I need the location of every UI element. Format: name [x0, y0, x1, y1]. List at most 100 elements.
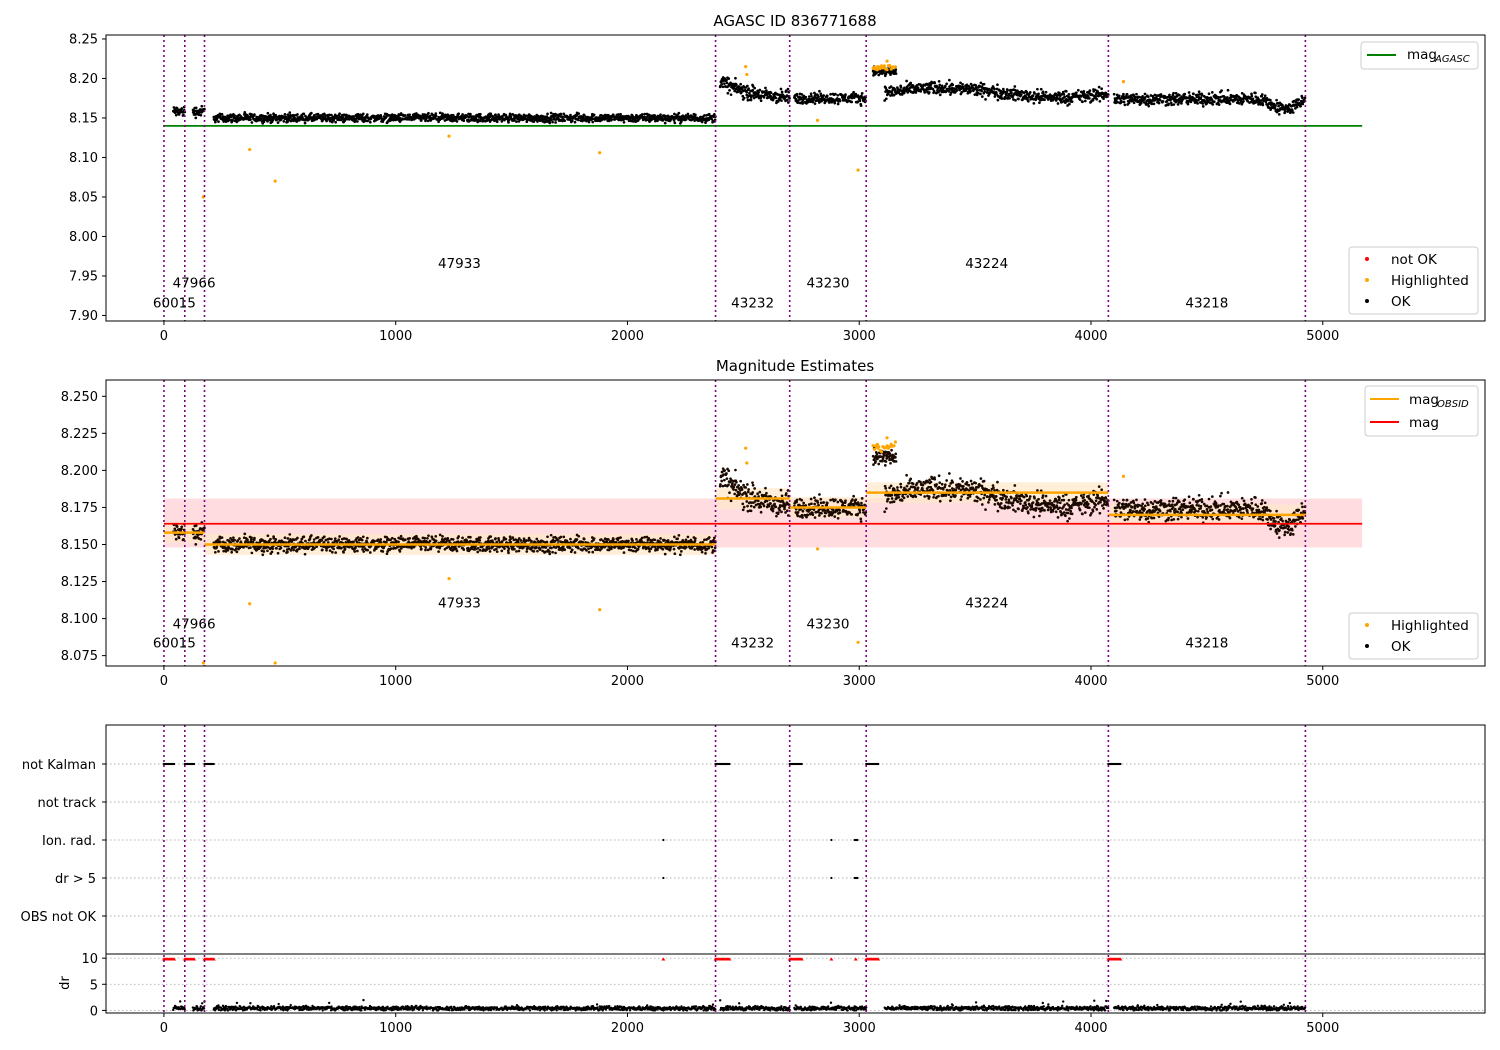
p1-ok-point: [1237, 102, 1241, 105]
p1-ok-point: [757, 91, 760, 94]
p2-ok-point: [546, 535, 549, 539]
p2-ok-point: [635, 537, 638, 541]
p1-ok-point: [852, 90, 855, 94]
p2-ok-point: [648, 549, 651, 553]
p2-ok-point: [810, 502, 813, 506]
p2-ok-point: [428, 539, 432, 543]
p1-ok-point: [961, 82, 964, 86]
p2-ok-point: [507, 551, 510, 555]
p1-ok-point: [1299, 104, 1302, 108]
p1-ok-point: [322, 112, 326, 116]
p1-ok-point: [1000, 97, 1004, 100]
p1-ok-point: [983, 90, 987, 93]
p2-ok-point: [725, 472, 728, 475]
p1-ok-point: [1001, 87, 1005, 91]
p1-ok-point: [194, 113, 197, 116]
p1-ok-point: [217, 120, 220, 123]
p1-ok-point: [1031, 94, 1035, 97]
p2-ok-point: [398, 550, 402, 553]
p1-ok-point: [1081, 100, 1084, 104]
p1-ok-point: [338, 112, 341, 116]
p2-ok-point: [921, 483, 925, 487]
p1-ok-point: [1172, 103, 1176, 106]
p2-ok-point: [796, 514, 800, 518]
p2-ok-point: [673, 535, 676, 539]
p2-ok-point: [751, 491, 755, 494]
p1-ok-point: [672, 119, 676, 122]
p1-ok-point: [592, 113, 596, 117]
p1-ok-point: [980, 95, 984, 98]
p2-ok-point: [816, 501, 820, 504]
p2-ok-point: [744, 486, 748, 489]
p1-highlighted-point-9: [856, 168, 860, 172]
p1-ok-point: [301, 115, 304, 119]
p1-ok-point: [455, 120, 459, 123]
p1-ok-point: [570, 119, 574, 123]
p1-ok-point: [1201, 105, 1205, 108]
p2-ok-point: [817, 503, 820, 507]
p1-ok-point: [822, 94, 826, 97]
p2-ok-point: [733, 492, 737, 496]
p2-ok-point: [678, 553, 682, 557]
p2-ok-point: [859, 517, 863, 521]
p2-ok-point: [353, 550, 357, 553]
p2-ok-point: [304, 539, 307, 543]
p2-ok-point: [381, 550, 385, 553]
p2-ok-point: [777, 511, 780, 515]
p1-ok-point: [610, 118, 614, 121]
p2-ok-point: [325, 548, 328, 552]
p1-ok-point: [753, 86, 756, 90]
p2-ok-point: [582, 537, 586, 541]
p2-ok-point: [746, 483, 749, 486]
p1-ok-point: [811, 100, 815, 104]
p2-ok-point: [937, 494, 940, 498]
p1-ok-point: [1172, 91, 1175, 95]
p1-ok-point: [780, 99, 783, 102]
p1-ok-point: [1112, 92, 1116, 96]
p1-ok-point: [1250, 94, 1254, 98]
p2-ok-point: [740, 488, 744, 492]
p2-ok-point: [261, 553, 265, 557]
p1-ok-point: [1277, 112, 1281, 116]
p2-ok-point: [288, 533, 292, 536]
p1-ok-point: [283, 113, 287, 116]
p1-ok-point: [1212, 100, 1216, 104]
p2-ok-point: [303, 552, 307, 556]
p2-ok-point: [283, 536, 287, 540]
p1-ok-point: [312, 113, 316, 117]
p2-ok-point: [759, 510, 763, 514]
p2-ok-point: [487, 547, 491, 550]
p1-ok-point: [742, 96, 746, 100]
p2-ok-point: [271, 547, 275, 551]
p2-ok-point: [356, 536, 360, 539]
p1-ok-point: [1122, 100, 1126, 104]
p2-ok-point: [457, 535, 460, 538]
p2-ok-point: [494, 537, 497, 540]
p2-ok-point: [938, 481, 942, 485]
p1-ok-point: [1268, 98, 1272, 102]
p1-ok-point: [546, 112, 549, 116]
p2-ok-point: [379, 538, 383, 541]
p2-ok-point: [434, 534, 438, 538]
p1-ok-point: [725, 78, 728, 82]
p1-ok-point: [919, 89, 923, 93]
p1-ok-point: [1078, 98, 1082, 101]
p2-ok-point: [592, 537, 596, 540]
p2-ok-point: [923, 495, 927, 498]
p2-ok-point: [765, 499, 769, 503]
p1-ok-point: [764, 86, 767, 90]
p1-ok-point: [1097, 85, 1101, 89]
p2-ok-point: [851, 498, 854, 501]
p1-ok-point: [1210, 91, 1214, 94]
p2-ok-point: [899, 482, 903, 486]
p1-ok-point: [809, 92, 813, 96]
p1-ok-point: [728, 88, 731, 92]
p1-ok-point: [694, 113, 697, 117]
p1-ok-point: [951, 83, 955, 87]
p1-ok-point: [1217, 103, 1221, 106]
p2-ok-point: [676, 537, 679, 541]
p2-ok-point: [859, 520, 863, 523]
p1-ok-point: [328, 113, 331, 117]
p2-ok-point: [310, 534, 313, 537]
